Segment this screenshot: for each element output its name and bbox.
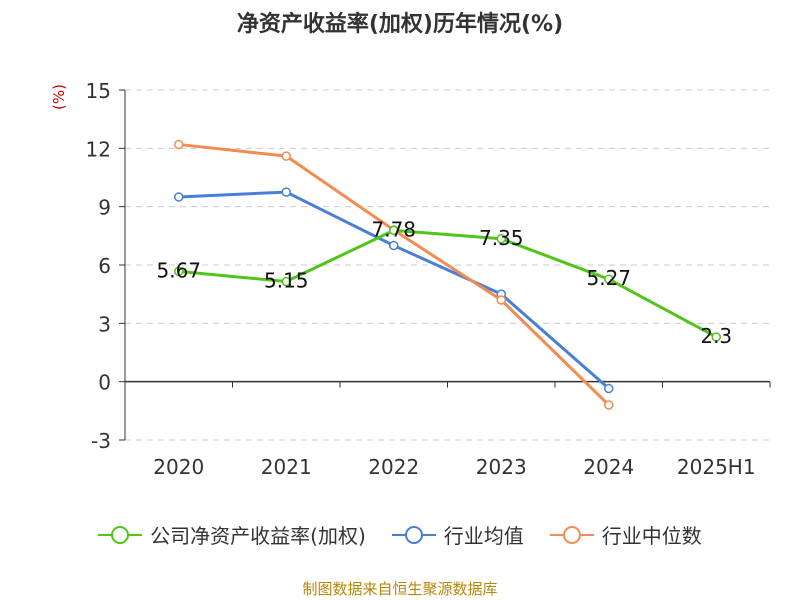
- data-point: [496, 295, 506, 305]
- x-tick-label: 2025H1: [677, 455, 756, 479]
- data-source-note: 制图数据来自恒生聚源数据库: [302, 580, 498, 598]
- data-point: [496, 234, 506, 244]
- data-point: [604, 383, 614, 394]
- legend-label-industry-median: 行业中位数: [601, 524, 702, 548]
- chart-title: 净资产收益率(加权)历年情况(%): [236, 12, 564, 37]
- data-point: [389, 240, 399, 251]
- y-tick-label: 0: [98, 371, 111, 395]
- data-point: [174, 192, 184, 202]
- y-tick-label: 3: [98, 312, 111, 336]
- x-tick-label: 2024: [583, 455, 634, 479]
- data-point: [711, 332, 721, 342]
- legend-marker-industry-median: [549, 525, 594, 544]
- legend-label-industry-mean: 行业均值: [443, 524, 524, 548]
- y-tick-label: 15: [86, 79, 111, 103]
- data-point: [281, 276, 291, 287]
- y-tick-label: -3: [91, 429, 111, 453]
- data-point: [281, 187, 291, 197]
- y-tick-label: 6: [98, 254, 111, 278]
- y-tick-label: 9: [98, 196, 111, 220]
- legend-marker-industry-mean: [391, 525, 436, 544]
- y-tick-label: 12: [86, 137, 111, 161]
- series-line: [178, 228, 717, 339]
- data-point: [281, 151, 291, 161]
- data-label: 5.15: [264, 269, 309, 293]
- data-label: 5.27: [586, 266, 631, 290]
- legend-item-industry-mean[interactable]: 行业均值: [391, 520, 524, 549]
- data-label: 7.78: [371, 217, 416, 241]
- series-line: [178, 142, 610, 407]
- x-tick-label: 2022: [368, 455, 419, 479]
- data-point: [389, 225, 399, 236]
- legend-item-industry-median[interactable]: 行业中位数: [549, 520, 702, 549]
- data-point: [174, 139, 184, 150]
- data-point: [604, 274, 614, 284]
- x-tick-label: 2020: [153, 455, 204, 479]
- x-tick-label: 2021: [261, 455, 312, 479]
- data-label: 7.35: [479, 226, 524, 250]
- data-label: 5.67: [156, 258, 201, 282]
- data-point: [174, 266, 184, 277]
- data-point: [604, 400, 614, 410]
- legend: 公司净资产收益率(加权) 行业均值 行业中位数: [0, 520, 800, 549]
- data-label: 2.3: [700, 324, 732, 348]
- legend-marker-company: [98, 525, 143, 544]
- legend-item-company[interactable]: 公司净资产收益率(加权): [98, 520, 366, 549]
- legend-label-company: 公司净资产收益率(加权): [150, 524, 366, 548]
- x-tick-label: 2023: [476, 455, 527, 479]
